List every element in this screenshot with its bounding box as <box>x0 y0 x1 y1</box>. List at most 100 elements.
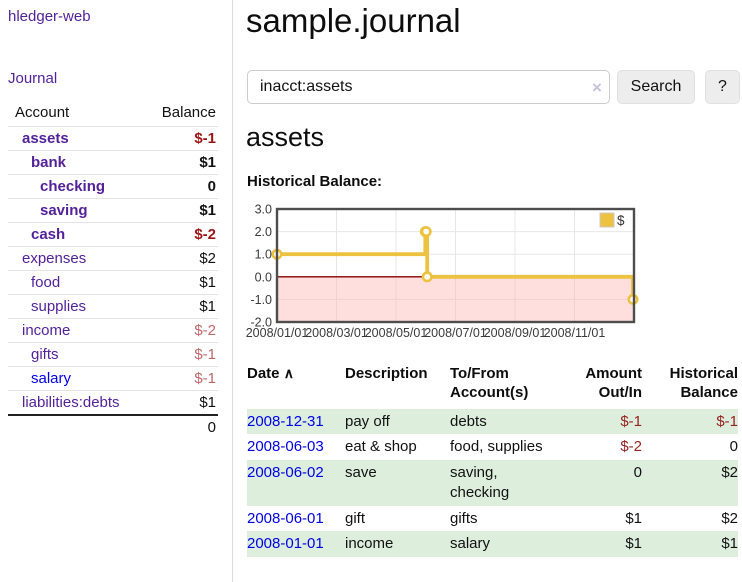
register-table: Date ∧ Description To/From Account(s) Am… <box>247 363 738 558</box>
data-point-marker <box>421 271 433 283</box>
account-balance: $1 <box>147 294 218 319</box>
account-row: food $1 <box>8 270 218 295</box>
account-balance: $1 <box>199 394 216 411</box>
account-row: income $-2 <box>8 318 218 343</box>
account-balance: $-1 <box>147 342 218 367</box>
search-button[interactable]: Search <box>617 70 695 104</box>
page-title: sample.journal <box>246 2 461 39</box>
account-row: assets $-1 <box>8 126 218 151</box>
account-balance: $1 <box>147 150 218 175</box>
x-tick-label: 2008/07/01 <box>424 326 487 340</box>
register-row: 2008-06-03 eat & shop food, supplies $-2 0 <box>247 434 738 460</box>
account-balance: $2 <box>147 246 218 271</box>
account-total-row: 0 <box>8 414 218 439</box>
y-tick-label: -1.0 <box>250 293 272 307</box>
account-row: bank $1 <box>8 150 218 175</box>
transaction-date-link[interactable]: 2008-06-01 <box>247 509 324 527</box>
date-column-header[interactable]: Date ∧ <box>247 363 345 409</box>
transaction-date-link[interactable]: 2008-06-03 <box>247 438 324 456</box>
transaction-accounts: gifts <box>450 509 478 527</box>
transaction-amount: $-1 <box>620 412 642 430</box>
account-column-header: Account <box>8 100 148 127</box>
transaction-description: save <box>345 464 377 482</box>
account-row: salary $-1 <box>8 366 218 391</box>
account-tree-body: assets $-1 bank $1 checking 0 saving $1 cash $-2 e… <box>8 126 218 416</box>
account-link-gifts[interactable]: gifts <box>31 346 59 363</box>
account-link-cash[interactable]: cash <box>31 226 66 243</box>
account-row: saving $1 <box>8 198 218 223</box>
x-tick-label: 2008/03/01 <box>305 326 368 340</box>
x-tick-label: 2008/05/01 <box>365 326 428 340</box>
transaction-date-link[interactable]: 2008-01-01 <box>247 535 324 553</box>
account-balance: $-1 <box>147 126 218 151</box>
account-total-balance: 0 <box>147 414 218 439</box>
account-tree-table: Account Balance assets $-1 bank $1 checking 0… <box>8 100 218 439</box>
transaction-balance: $1 <box>721 535 738 553</box>
account-row: checking 0 <box>8 174 218 199</box>
account-row: cash $-2 <box>8 222 218 247</box>
y-tick-label: 2.0 <box>255 225 272 239</box>
y-tick-label: 1.0 <box>255 248 272 262</box>
transaction-balance: $2 <box>721 509 738 527</box>
y-tick-label: -2.0 <box>250 316 272 330</box>
data-point-marker <box>420 226 432 238</box>
account-link-expenses[interactable]: expenses <box>22 250 87 267</box>
account-link-saving[interactable]: saving <box>40 202 88 219</box>
transaction-date-link[interactable]: 2008-12-31 <box>247 412 324 430</box>
account-link-assets[interactable]: assets <box>22 130 69 147</box>
register-row: 2008-06-02 save saving, checking 0 $2 <box>247 460 738 506</box>
account-link-income[interactable]: income <box>22 322 71 339</box>
account-link-liabilities-debts[interactable]: liabilities:debts <box>22 394 120 411</box>
transaction-description: pay off <box>345 412 390 430</box>
negative-region <box>277 276 634 322</box>
app-brand-link[interactable]: hledger-web <box>8 8 91 25</box>
account-link-checking[interactable]: checking <box>40 178 106 195</box>
account-heading: assets <box>246 122 325 152</box>
legend-swatch <box>599 212 615 228</box>
transaction-accounts: food, supplies <box>450 438 543 456</box>
transaction-balance: 0 <box>729 438 738 456</box>
transaction-balance: $-1 <box>716 412 738 430</box>
transaction-amount: 0 <box>633 464 642 482</box>
transaction-date-link[interactable]: 2008-06-02 <box>247 464 324 482</box>
balance-column-header: Balance <box>147 100 218 127</box>
legend-label: $ <box>617 213 625 228</box>
historical-balance-chart: $3.0 2.0 1.0 0.0 -1.0 -2.02008/01/012008/03/0… <box>246 203 639 340</box>
transaction-accounts: salary <box>450 535 491 553</box>
account-link-salary[interactable]: salary <box>31 370 72 387</box>
account-balance: $1 <box>147 198 218 223</box>
x-tick-label: 2008/09/01 <box>484 326 547 340</box>
account-balance: $-1 <box>147 366 218 391</box>
amount-column-header: Amount Out/In <box>585 365 642 401</box>
register-row: 2008-01-01 income salary $1 $1 <box>247 531 738 558</box>
account-row: supplies $1 <box>8 294 218 319</box>
transaction-balance: $2 <box>721 464 738 482</box>
clear-search-icon[interactable]: × <box>592 78 602 97</box>
account-balance: $-2 <box>147 318 218 343</box>
account-link-bank[interactable]: bank <box>31 154 67 171</box>
transaction-amount: $-2 <box>620 438 642 456</box>
transaction-amount: $1 <box>625 535 642 553</box>
sidebar-item-journal[interactable]: Journal <box>8 70 58 87</box>
transaction-accounts: debts <box>450 412 487 430</box>
transaction-accounts: saving, checking <box>450 464 510 501</box>
accounts-column-header: To/From Account(s) <box>450 365 529 401</box>
transaction-description: eat & shop <box>345 438 417 456</box>
account-row: gifts $-1 <box>8 342 218 367</box>
y-tick-label: 0.0 <box>255 270 272 284</box>
account-balance: $1 <box>147 270 218 295</box>
search-input[interactable] <box>247 70 610 104</box>
account-total-spacer <box>8 414 148 439</box>
account-balance: $-2 <box>147 222 218 247</box>
account-link-food[interactable]: food <box>31 274 61 291</box>
sidebar: hledger-web Journal Account Balance asse… <box>0 0 233 582</box>
x-tick-label: 2008/01/01 <box>246 326 309 340</box>
help-button[interactable]: ? <box>705 70 740 104</box>
description-column-header: Description <box>345 365 428 382</box>
account-link-supplies[interactable]: supplies <box>31 298 87 315</box>
register-row: 2008-06-01 gift gifts $1 $2 <box>247 506 738 532</box>
register-row: 2008-12-31 pay off debts $-1 $-1 <box>247 408 738 435</box>
account-balance: 0 <box>147 174 218 199</box>
sort-ascending-icon: ∧ <box>283 365 294 381</box>
date-header-label: Date <box>247 365 280 382</box>
